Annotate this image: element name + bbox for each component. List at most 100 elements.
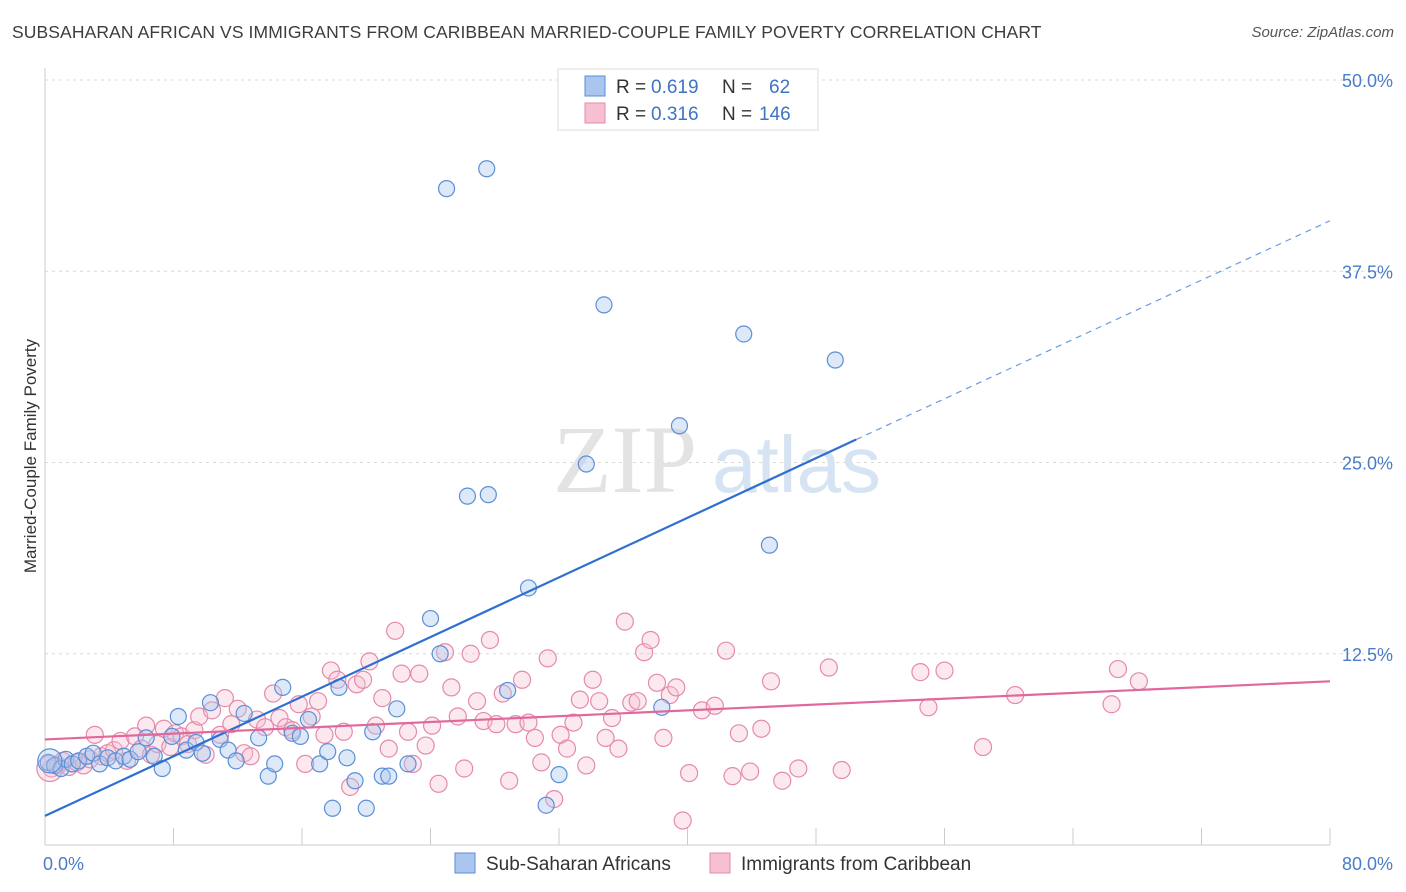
subsaharan-point	[373, 767, 391, 785]
subsaharan-point	[299, 710, 318, 729]
caribbean-point	[512, 670, 532, 689]
bottom-legend-swatch-pink	[709, 852, 731, 874]
subsaharan-point	[193, 744, 212, 762]
subsaharan-point	[735, 325, 753, 343]
subsaharan-point	[37, 748, 63, 774]
subsaharan-point	[380, 767, 398, 785]
caribbean-point	[705, 696, 724, 715]
caribbean-point	[557, 739, 577, 758]
subsaharan-point	[107, 752, 125, 770]
watermark-zip: ZIP	[553, 406, 697, 513]
subsaharan-point	[266, 755, 284, 773]
caribbean-point	[315, 725, 334, 744]
caribbean-point	[455, 759, 474, 778]
caribbean-point	[398, 722, 418, 741]
subsaharan-point	[323, 799, 342, 817]
caribbean-point	[532, 753, 551, 772]
caribbean-point	[347, 675, 366, 694]
caribbean-point	[577, 756, 596, 775]
subsaharan-points	[37, 160, 844, 817]
subsaharan-point	[291, 727, 309, 745]
subsaharan-point	[399, 755, 417, 773]
stats-n-label-2: N =	[722, 104, 757, 125]
subsaharan-point	[577, 455, 595, 473]
caribbean-point	[622, 693, 641, 712]
caribbean-point	[583, 670, 602, 689]
caribbean-point	[392, 664, 411, 683]
caribbean-point	[255, 718, 275, 737]
subsaharan-point	[421, 609, 440, 628]
subsaharan-point	[357, 799, 375, 817]
caribbean-point	[1108, 659, 1128, 679]
subsaharan-point	[437, 180, 456, 198]
subsaharan-point	[129, 743, 147, 761]
subsaharan-point	[346, 772, 364, 790]
source-label: Source: ZipAtlas.com	[1251, 24, 1394, 41]
caribbean-point	[467, 692, 487, 711]
caribbean-point	[654, 728, 673, 748]
caribbean-point	[85, 725, 104, 744]
subsaharan-point	[431, 645, 449, 663]
caribbean-point	[935, 661, 954, 680]
caribbean-point	[789, 759, 808, 778]
caribbean-point	[386, 621, 405, 640]
subsaharan-point	[201, 694, 220, 712]
caribbean-point	[832, 760, 851, 780]
caribbean-point	[680, 763, 699, 783]
caribbean-point	[570, 690, 589, 709]
subsaharan-point	[479, 486, 497, 504]
chart-title: SUBSAHARAN AFRICAN VS IMMIGRANTS FROM CA…	[12, 22, 1042, 42]
y-tick-label-3: 50.0%	[1342, 71, 1393, 91]
subsaharan-point	[364, 723, 382, 741]
caribbean-point	[263, 684, 283, 703]
subsaharan-point	[478, 160, 496, 178]
caribbean-point	[647, 673, 667, 692]
subsaharan-point	[670, 417, 689, 435]
caribbean-point	[379, 739, 398, 758]
caribbean-point	[667, 678, 686, 697]
caribbean-point	[773, 771, 792, 790]
subsaharan-point	[227, 752, 245, 770]
caribbean-point	[673, 811, 692, 830]
caribbean-point	[596, 728, 615, 748]
caribbean-point	[761, 672, 781, 691]
caribbean-point	[911, 663, 930, 682]
subsaharan-trend-line	[44, 438, 857, 817]
caribbean-point	[448, 707, 467, 726]
trend-lines	[44, 220, 1331, 817]
caribbean-point	[308, 692, 328, 711]
caribbean-point	[641, 630, 660, 650]
caribbean-point	[416, 736, 435, 755]
bottom-legend-label-pink: Immigrants from Caribbean	[741, 854, 971, 875]
y-tick-label-1: 25.0%	[1342, 454, 1393, 474]
caribbean-trend-line	[44, 680, 1331, 741]
subsaharan-point	[653, 698, 671, 716]
stats-r-label-1: R =	[616, 77, 651, 98]
caribbean-point	[373, 689, 392, 708]
subsaharan-point	[274, 678, 292, 697]
caribbean-point	[480, 630, 500, 650]
caribbean-point	[564, 713, 583, 732]
subsaharan-point	[52, 759, 70, 778]
y-tick-label-0: 12.5%	[1342, 645, 1393, 665]
axes	[44, 68, 1331, 846]
caribbean-point	[538, 649, 557, 668]
caribbean-point	[716, 641, 736, 660]
stats-legend: R = 0.619 N = 62 R = 0.316 N = 146	[557, 68, 819, 131]
x-tick-label-1: 80.0%	[1342, 854, 1393, 874]
bottom-legend-swatch-blue	[454, 852, 476, 874]
subsaharan-point	[826, 351, 844, 369]
subsaharan-point	[163, 727, 181, 745]
subsaharan-point	[499, 681, 517, 700]
caribbean-point	[429, 774, 448, 793]
subsaharan-point	[169, 707, 187, 726]
caribbean-points	[36, 612, 1148, 830]
grid-lines	[45, 79, 1392, 655]
subsaharan-point	[319, 743, 337, 761]
caribbean-point	[500, 771, 519, 790]
watermark: ZIP atlas	[553, 406, 881, 513]
subsaharan-point	[311, 755, 329, 773]
stats-n-label-1: N =	[722, 77, 757, 98]
caribbean-point	[296, 754, 315, 774]
